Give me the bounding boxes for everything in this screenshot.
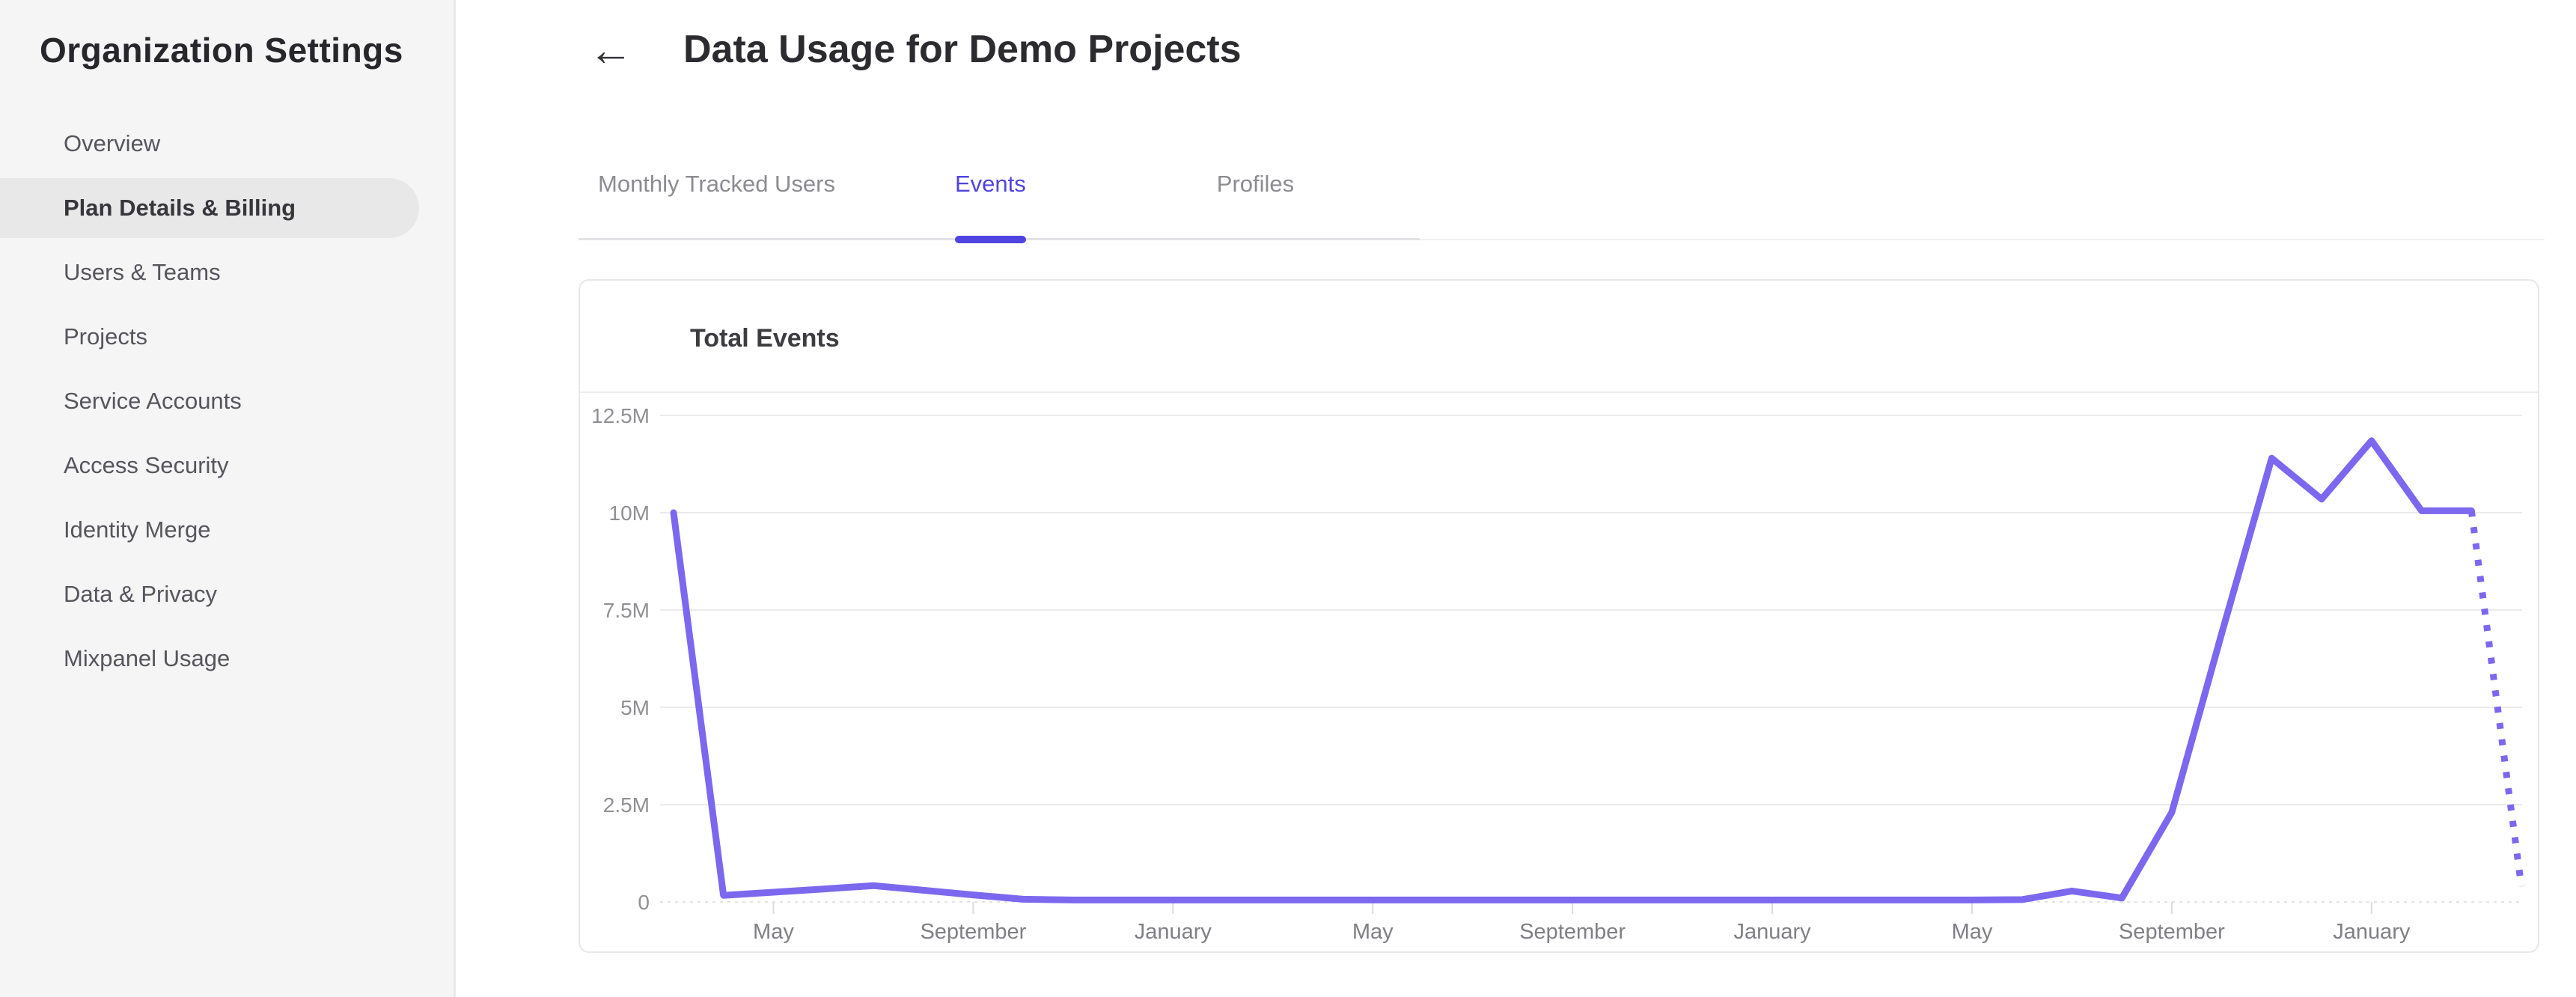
sidebar-item-service-accounts[interactable]: Service Accounts xyxy=(64,388,242,414)
tabs-divider xyxy=(579,239,2545,240)
x-axis-label-8-january: January xyxy=(2333,920,2411,944)
x-axis-label-3-may: May xyxy=(1352,920,1394,944)
sidebar-nav: Overview Plan Details & Billing Users & Te… xyxy=(0,114,456,693)
sidebar-item-projects[interactable]: Projects xyxy=(64,323,147,350)
sidebar-item-identity-merge[interactable]: Identity Merge xyxy=(64,516,211,543)
sidebar-item-users-teams[interactable]: Users & Teams xyxy=(64,259,221,285)
total-events-line-projected xyxy=(2467,510,2525,887)
y-axis-label-7-5m: 7.5M xyxy=(603,599,650,622)
x-axis-label-7-september: September xyxy=(2119,920,2225,944)
chart-svg: 0 2.5M 5M 7.5M 10M 12.5M May September January Ma… xyxy=(591,404,2525,944)
sidebar-item-overview[interactable]: Overview xyxy=(64,130,161,156)
y-axis-label-0: 0 xyxy=(638,891,650,914)
organization-settings-sidebar: Organization Settings Overview Plan Detai… xyxy=(0,0,456,997)
sidebar-item-data-privacy[interactable]: Data & Privacy xyxy=(64,581,218,607)
x-axis-label-5-january: January xyxy=(1733,920,1811,944)
x-axis-label-2-january: January xyxy=(1135,920,1212,944)
tab-events[interactable]: Events xyxy=(955,130,1026,243)
y-axis-label-10m: 10M xyxy=(609,501,650,525)
data-usage-tabs: Monthly Tracked Users Events Profiles xyxy=(579,130,1420,243)
x-axis-label-4-september: September xyxy=(1519,920,1626,944)
x-axis-label-0-may: May xyxy=(753,920,794,944)
x-axis-label-6-may: May xyxy=(1952,920,1993,944)
y-axis-label-2-5m: 2.5M xyxy=(603,793,650,817)
x-axis-label-1-september: September xyxy=(920,920,1026,944)
tab-profiles[interactable]: Profiles xyxy=(1216,171,1295,197)
back-arrow-icon[interactable]: ← xyxy=(588,25,633,75)
card-header: Total Events xyxy=(580,281,2538,393)
total-events-line xyxy=(670,437,2475,903)
tab-monthly-tracked-users[interactable]: Monthly Tracked Users xyxy=(598,171,835,197)
y-axis-label-5m: 5M xyxy=(620,696,650,719)
sidebar-item-access-security[interactable]: Access Security xyxy=(64,452,229,478)
page-title: Data Usage for Demo Projects xyxy=(683,28,1242,71)
sidebar-item-plan-details-billing[interactable]: Plan Details & Billing xyxy=(0,178,419,238)
sidebar-item-mixpanel-usage[interactable]: Mixpanel Usage xyxy=(64,645,231,671)
total-events-card: Total Events 0 2.5M 5M 7.5M 10M 12.5M May Septe… xyxy=(579,279,2539,953)
y-axis-label-12-5m: 12.5M xyxy=(591,404,650,427)
total-events-line-chart: 0 2.5M 5M 7.5M 10M 12.5M May September January Ma… xyxy=(580,394,2541,953)
sidebar-title: Organization Settings xyxy=(40,31,403,70)
card-title: Total Events xyxy=(690,324,840,353)
